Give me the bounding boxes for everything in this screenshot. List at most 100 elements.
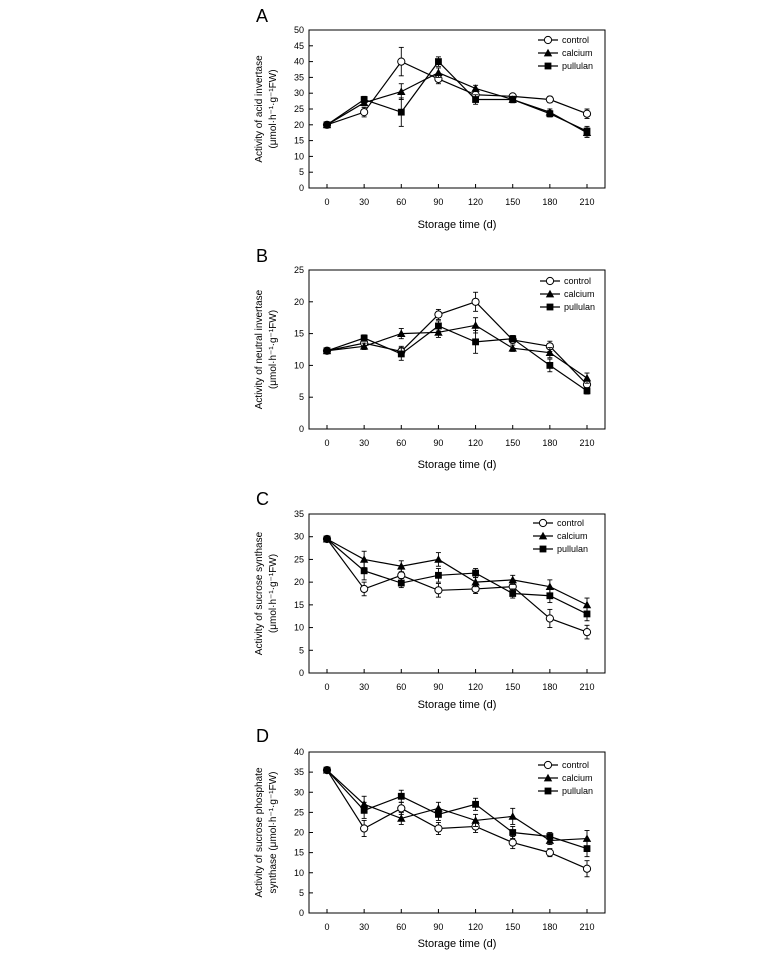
x-tick-label: 150: [505, 438, 520, 448]
plot-frame: [308, 513, 606, 674]
x-axis-label: Storage time (d): [418, 699, 497, 711]
legend-label-control: control: [564, 276, 591, 286]
panel-letter: D: [256, 726, 269, 746]
data-point-pullulan: [583, 845, 591, 852]
data-point-calcium: [508, 812, 517, 820]
y-tick-label: 50: [294, 25, 304, 35]
data-point-calcium: [397, 87, 406, 95]
series-calcium: [322, 317, 592, 384]
data-point-calcium: [471, 577, 480, 586]
plot-frame: [308, 751, 606, 914]
legend-label-calcium: calcium: [562, 773, 593, 783]
plot-frame: [308, 269, 606, 430]
legend: control calcium pullulan: [538, 760, 593, 796]
chart-panel-a: A 0 5 10 15 20 25 30 35 40 45 50 0 30 60 90 120 150 180 210…: [254, 6, 606, 231]
data-point-control: [360, 108, 369, 117]
x-tick-label: 150: [505, 682, 520, 692]
y-axis-label: Activity of acid invertase: [254, 55, 265, 163]
data-point-control: [360, 824, 369, 833]
y-tick-label: 45: [294, 41, 304, 51]
x-tick-label: 30: [359, 922, 369, 932]
series-line-pullulan: [326, 60, 588, 132]
data-point-pullulan: [472, 96, 479, 103]
data-point-control: [582, 628, 592, 637]
series-line-pullulan: [326, 769, 588, 850]
data-point-control: [434, 310, 443, 319]
series-line-control: [326, 538, 588, 633]
data-point-pullulan: [397, 792, 405, 800]
data-point-pullulan: [472, 569, 479, 577]
legend-marker-control: [543, 35, 553, 45]
x-tick-label: 60: [396, 682, 406, 692]
y-tick-label: 0: [299, 908, 304, 918]
y-tick-label: 35: [294, 509, 304, 519]
data-point-control: [397, 57, 406, 66]
series-line-calcium: [326, 538, 588, 606]
x-tick-label: 180: [542, 197, 557, 207]
x-tick-label: 60: [396, 922, 406, 932]
y-tick-label: 30: [294, 532, 304, 542]
series-line-calcium: [326, 324, 588, 379]
y-tick-label: 10: [294, 868, 304, 878]
x-tick-label: 0: [324, 438, 329, 448]
data-point-calcium: [582, 600, 592, 609]
legend-label-calcium: calcium: [562, 48, 593, 58]
data-point-pullulan: [397, 579, 405, 587]
x-tick-label: 0: [324, 682, 329, 692]
data-point-pullulan: [546, 110, 554, 118]
y-tick-label: 15: [294, 600, 304, 610]
x-axis-label: Storage time (d): [418, 938, 497, 950]
legend-marker-pullulan: [546, 303, 554, 311]
legend-marker-control: [543, 760, 553, 770]
data-point-calcium: [582, 834, 592, 842]
x-tick-label: 0: [324, 922, 329, 932]
y-tick-label: 10: [294, 623, 304, 633]
legend-marker-calcium: [545, 289, 555, 298]
x-tick-label: 90: [433, 438, 443, 448]
y-tick-label: 25: [294, 104, 304, 114]
data-point-control: [397, 804, 406, 813]
x-axis-label: Storage time (d): [418, 219, 497, 231]
series-line-control: [326, 60, 588, 126]
data-point-pullulan: [323, 766, 331, 774]
y-axis-label-units: (μmol·h⁻¹·g⁻¹FW): [268, 310, 279, 389]
series-line-calcium: [326, 769, 588, 842]
legend-label-calcium: calcium: [557, 531, 588, 541]
data-point-pullulan: [509, 829, 517, 836]
y-tick-label: 25: [294, 807, 304, 817]
data-point-calcium: [471, 816, 480, 824]
x-tick-label: 120: [468, 438, 483, 448]
y-tick-label: 5: [299, 645, 304, 655]
series-line-pullulan: [326, 325, 588, 392]
data-point-pullulan: [360, 806, 368, 814]
x-tick-label: 60: [396, 438, 406, 448]
data-point-pullulan: [360, 334, 368, 342]
data-point-control: [360, 584, 369, 594]
legend-label-control: control: [562, 760, 589, 770]
panel-letter: C: [256, 489, 269, 509]
y-tick-label: 20: [294, 297, 304, 307]
legend-label-calcium: calcium: [564, 289, 595, 299]
series-pullulan: [323, 56, 591, 137]
y-tick-label: 5: [299, 167, 304, 177]
data-point-pullulan: [472, 800, 479, 808]
data-point-calcium: [545, 348, 555, 357]
x-tick-label: 90: [433, 922, 443, 932]
data-point-pullulan: [583, 127, 591, 135]
data-point-pullulan: [360, 96, 368, 103]
panel-letter: A: [256, 6, 268, 26]
series-line-pullulan: [326, 538, 588, 615]
legend-marker-calcium: [538, 531, 548, 540]
data-point-control: [434, 824, 443, 833]
legend-marker-pullulan: [539, 545, 547, 553]
x-tick-label: 90: [433, 682, 443, 692]
x-tick-label: 30: [359, 682, 369, 692]
data-point-control: [545, 95, 554, 104]
data-point-pullulan: [435, 571, 442, 579]
data-point-pullulan: [435, 810, 442, 818]
data-point-calcium: [359, 555, 369, 563]
chart-panel-d: D 0 5 10 15 20 25 30 35 40 0 30 60 90 120 150 180 210 Stor…: [254, 726, 606, 950]
data-point-control: [397, 571, 406, 580]
legend: control calcium pullulan: [540, 276, 595, 312]
